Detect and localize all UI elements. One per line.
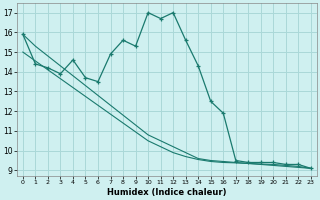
X-axis label: Humidex (Indice chaleur): Humidex (Indice chaleur): [107, 188, 227, 197]
